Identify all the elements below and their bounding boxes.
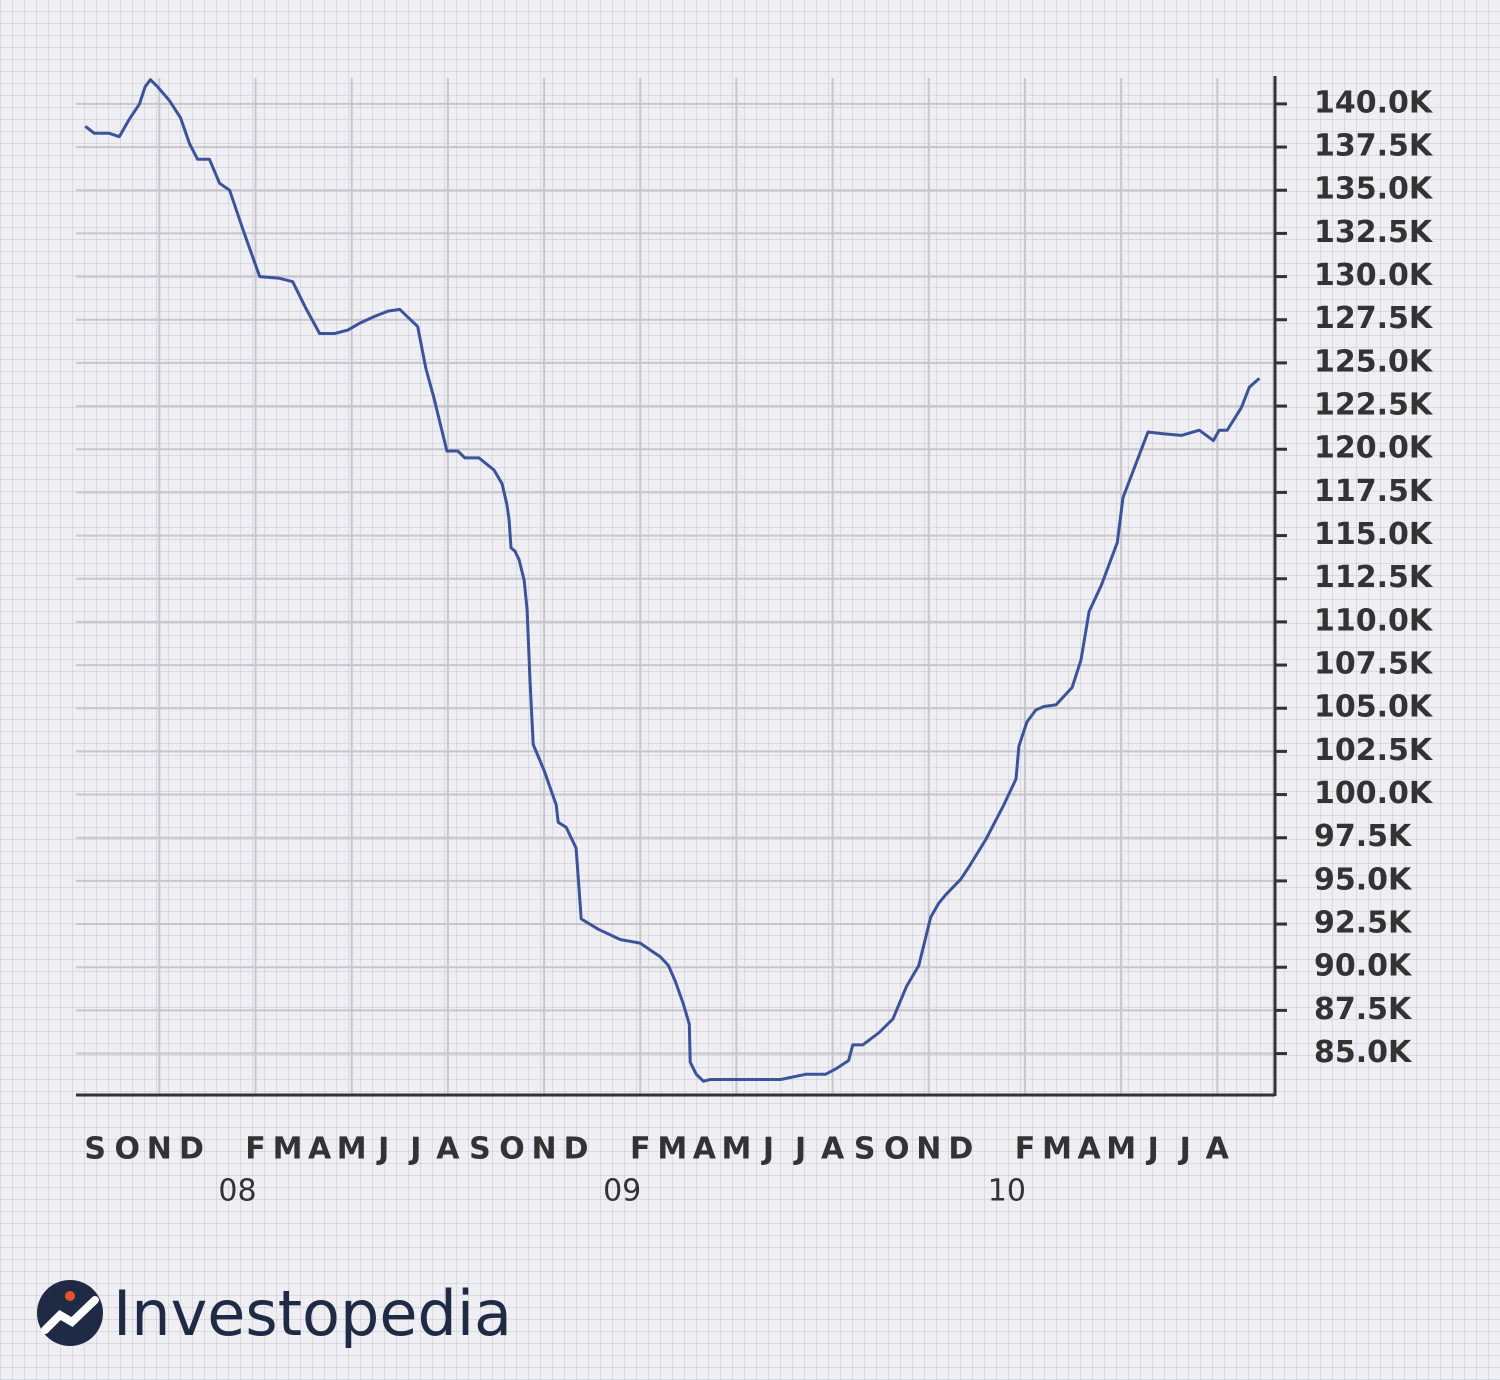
y-tick-label: 112.5K xyxy=(1314,560,1434,595)
brand: Investopedia xyxy=(113,1277,512,1350)
x-tick-label: A xyxy=(1077,1132,1101,1167)
y-tick-label: 85.0K xyxy=(1314,1035,1413,1070)
x-tick-label: M xyxy=(721,1132,751,1167)
y-tick-label: 100.0K xyxy=(1314,776,1434,811)
y-tick-label: 87.5K xyxy=(1314,992,1413,1027)
y-tick-label: 90.0K xyxy=(1314,949,1413,984)
y-tick-label: 102.5K xyxy=(1314,733,1434,768)
x-tick-label: O xyxy=(115,1132,141,1167)
year-label: 09 xyxy=(603,1174,641,1209)
x-tick-label: M xyxy=(273,1132,303,1167)
logo: Investopedia xyxy=(37,1277,512,1350)
x-tick-label: J xyxy=(793,1132,806,1167)
x-tick-label: M xyxy=(1042,1132,1072,1167)
x-tick-label: A xyxy=(693,1132,717,1167)
x-tick-label: S xyxy=(84,1132,106,1167)
y-tick-label: 130.0K xyxy=(1314,258,1434,293)
x-tick-label: J xyxy=(1146,1132,1159,1167)
y-tick-label: 117.5K xyxy=(1314,474,1434,509)
x-tick-label: M xyxy=(337,1132,367,1167)
x-tick-label: D xyxy=(179,1132,204,1167)
logo-icon xyxy=(37,1280,103,1346)
y-tick-label: 107.5K xyxy=(1314,647,1434,682)
year-label: 08 xyxy=(218,1174,256,1209)
y-tick-label: 122.5K xyxy=(1314,388,1434,423)
x-tick-label: O xyxy=(884,1132,910,1167)
y-tick-label: 132.5K xyxy=(1314,215,1434,250)
x-tick-label: N xyxy=(147,1132,172,1167)
x-tick-label: F xyxy=(630,1132,651,1167)
x-tick-label: F xyxy=(245,1132,266,1167)
x-tick-label: M xyxy=(1106,1132,1136,1167)
y-tick-label: 125.0K xyxy=(1314,344,1434,379)
x-tick-label: J xyxy=(1178,1132,1191,1167)
y-tick-label: 135.0K xyxy=(1314,172,1434,207)
x-tick-label: J xyxy=(408,1132,421,1167)
y-tick-label: 110.0K xyxy=(1314,603,1434,638)
year-label: 10 xyxy=(988,1174,1026,1209)
x-tick-label: D xyxy=(564,1132,589,1167)
x-tick-label: J xyxy=(761,1132,774,1167)
x-tick-label: A xyxy=(308,1132,332,1167)
x-tick-label: J xyxy=(376,1132,389,1167)
y-tick-label: 140.0K xyxy=(1314,85,1434,120)
logo-dot xyxy=(65,1291,75,1301)
y-tick-label: 97.5K xyxy=(1314,819,1413,854)
x-tick-label: S xyxy=(469,1132,491,1167)
x-tick-label: D xyxy=(948,1132,973,1167)
x-tick-label: A xyxy=(1206,1132,1230,1167)
y-tick-label: 127.5K xyxy=(1314,301,1434,336)
logo-mark xyxy=(41,1296,99,1334)
x-tick-label: A xyxy=(436,1132,460,1167)
y-tick-label: 137.5K xyxy=(1314,129,1434,164)
y-tick-label: 120.0K xyxy=(1314,431,1434,466)
x-tick-label: N xyxy=(532,1132,557,1167)
x-tick-label: A xyxy=(821,1132,845,1167)
x-tick-label: N xyxy=(916,1132,941,1167)
x-tick-label: M xyxy=(657,1132,687,1167)
x-tick-label: S xyxy=(854,1132,876,1167)
y-tick-label: 95.0K xyxy=(1314,862,1413,897)
x-tick-label: F xyxy=(1015,1132,1036,1167)
price-line xyxy=(84,78,1261,1083)
y-tick-label: 105.0K xyxy=(1314,690,1434,725)
y-tick-label: 115.0K xyxy=(1314,517,1434,552)
x-tick-label: O xyxy=(499,1132,525,1167)
y-tick-label: 92.5K xyxy=(1314,906,1413,941)
